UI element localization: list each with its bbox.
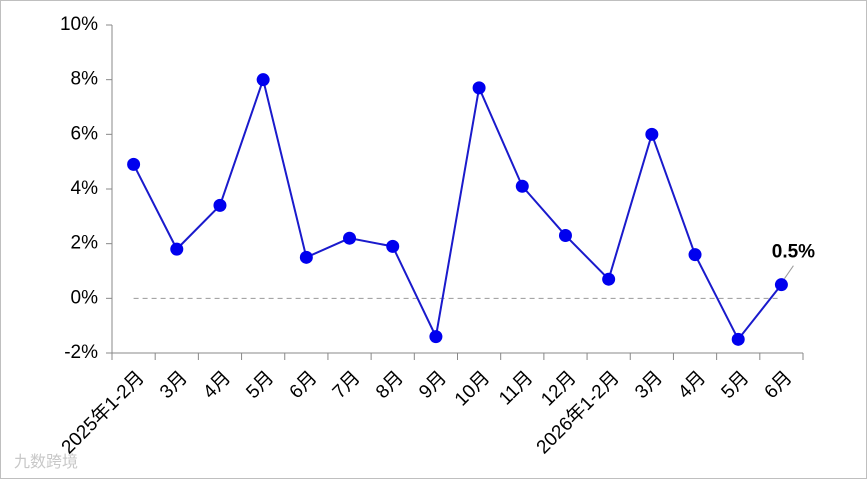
marker [645,127,659,141]
marker [429,330,443,344]
y-tick-label: -2% [64,342,98,363]
marker [256,73,270,87]
watermark: 九数跨境 [14,452,78,471]
y-tick-label: 10% [60,14,98,35]
marker [386,239,400,253]
data-label: 0.5% [772,242,815,263]
y-tick-label: 2% [71,233,99,254]
marker [127,157,141,171]
label-leader [783,265,794,279]
marker [472,81,486,95]
marker [299,250,313,264]
y-tick-label: 8% [71,69,99,90]
series-line [132,76,783,342]
marker [688,248,702,262]
marker [213,198,227,212]
marker [602,272,616,286]
y-tick-label: 6% [71,123,99,144]
marker [170,242,184,256]
marker [774,278,788,292]
marker [731,332,745,346]
marker [558,228,572,242]
marker [515,179,529,193]
y-tick-label: 0% [71,287,99,308]
marker [343,231,357,245]
y-tick-label: 4% [71,178,99,199]
